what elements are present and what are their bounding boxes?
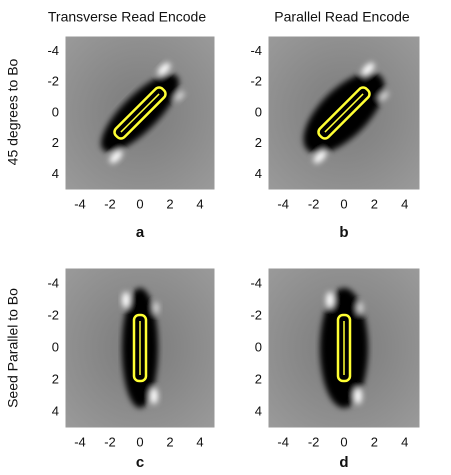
y-tick-label: -2 bbox=[250, 307, 262, 322]
y-tick-label: 2 bbox=[255, 371, 262, 386]
y-tick-label: 2 bbox=[52, 135, 59, 150]
y-tick-label: 2 bbox=[255, 135, 262, 150]
y-tick-label: -4 bbox=[250, 43, 262, 58]
x-tick-label: -4 bbox=[277, 434, 289, 449]
x-tick-label: 0 bbox=[340, 434, 347, 449]
bright-artifact bbox=[153, 302, 159, 314]
y-tick-label: 4 bbox=[52, 166, 59, 181]
x-tick-label: 4 bbox=[401, 196, 408, 211]
row-label: 45 degrees to Bo bbox=[5, 58, 21, 165]
x-tick-label: 4 bbox=[401, 434, 408, 449]
y-tick-label: 4 bbox=[255, 166, 262, 181]
panel-letter: c bbox=[136, 454, 144, 471]
y-tick-label: 2 bbox=[52, 371, 59, 386]
x-tick-label: -4 bbox=[277, 196, 289, 211]
column-title: Parallel Read Encode bbox=[274, 9, 410, 25]
column-title: Transverse Read Encode bbox=[48, 9, 206, 25]
x-tick-label: 2 bbox=[166, 434, 173, 449]
y-tick-label: -4 bbox=[47, 43, 59, 58]
row-label: Seed Parallel to Bo bbox=[5, 288, 21, 408]
bright-artifact bbox=[354, 388, 362, 404]
y-tick-label: -2 bbox=[250, 74, 262, 89]
x-tick-label: 4 bbox=[196, 196, 203, 211]
y-tick-label: 0 bbox=[255, 339, 262, 354]
panel-letter: a bbox=[136, 224, 145, 241]
x-tick-label: 2 bbox=[371, 196, 378, 211]
x-tick-label: 4 bbox=[196, 434, 203, 449]
image-panel bbox=[268, 268, 420, 428]
x-tick-label: -2 bbox=[308, 196, 320, 211]
y-tick-label: 4 bbox=[52, 403, 59, 418]
y-tick-label: -4 bbox=[47, 275, 59, 290]
image-panel bbox=[268, 36, 420, 190]
x-tick-label: -4 bbox=[74, 434, 86, 449]
y-tick-label: 0 bbox=[255, 104, 262, 119]
bright-artifact bbox=[150, 388, 158, 404]
y-tick-label: -2 bbox=[47, 307, 59, 322]
x-tick-label: 0 bbox=[136, 434, 143, 449]
y-tick-label: 4 bbox=[255, 403, 262, 418]
x-tick-label: -2 bbox=[104, 434, 116, 449]
y-tick-label: -2 bbox=[47, 74, 59, 89]
x-tick-label: -4 bbox=[74, 196, 86, 211]
image-panel bbox=[65, 268, 215, 428]
y-tick-label: -4 bbox=[250, 275, 262, 290]
figure: Transverse Read Encode Parallel Read Enc… bbox=[0, 0, 451, 475]
y-tick-label: 0 bbox=[52, 104, 59, 119]
bright-artifact bbox=[326, 292, 334, 308]
x-tick-label: -2 bbox=[104, 196, 116, 211]
bright-artifact bbox=[122, 292, 130, 308]
bright-artifact bbox=[357, 302, 363, 314]
x-tick-label: 2 bbox=[166, 196, 173, 211]
x-tick-label: 0 bbox=[136, 196, 143, 211]
y-tick-label: 0 bbox=[52, 339, 59, 354]
x-tick-label: 2 bbox=[371, 434, 378, 449]
panel-letter: d bbox=[339, 454, 348, 471]
image-panel bbox=[65, 36, 215, 190]
x-tick-label: 0 bbox=[340, 196, 347, 211]
panel-letter: b bbox=[339, 224, 348, 241]
x-tick-label: -2 bbox=[308, 434, 320, 449]
